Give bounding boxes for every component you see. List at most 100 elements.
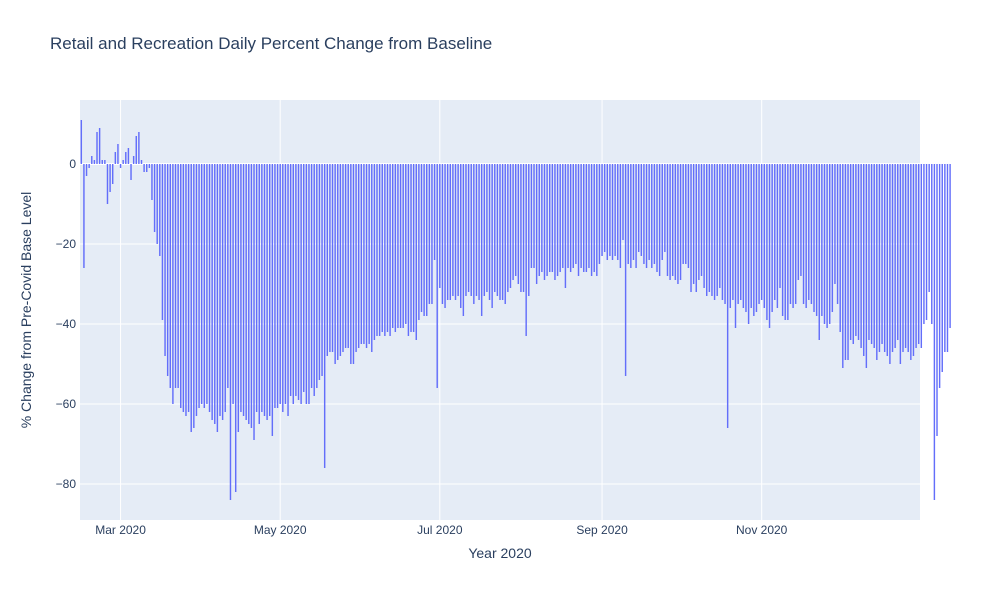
bar	[737, 164, 739, 304]
bar	[530, 164, 533, 268]
bar	[619, 164, 622, 268]
bar	[912, 164, 915, 356]
bar	[303, 164, 305, 392]
bar	[525, 164, 527, 336]
bar	[876, 164, 878, 360]
bar	[373, 164, 376, 340]
bar	[713, 164, 716, 300]
bar	[295, 164, 297, 396]
bar	[849, 164, 852, 340]
bar	[282, 164, 284, 412]
bar	[344, 164, 347, 348]
bar	[439, 164, 441, 288]
bar	[847, 164, 849, 360]
bar	[708, 164, 711, 292]
bar	[823, 164, 826, 324]
bar	[460, 164, 462, 308]
bar	[242, 164, 245, 416]
chart-title: Retail and Recreation Daily Percent Chan…	[50, 34, 493, 53]
bar	[407, 164, 410, 336]
bar	[792, 164, 794, 308]
bar	[449, 164, 451, 300]
bar	[240, 164, 242, 412]
bar	[745, 164, 747, 312]
bar	[250, 164, 253, 428]
bar	[784, 164, 786, 320]
bar	[227, 164, 229, 388]
bar	[640, 164, 643, 256]
bar	[703, 164, 705, 288]
bar	[132, 156, 135, 164]
bar	[533, 164, 535, 268]
x-tick-label: Sep 2020	[576, 523, 628, 537]
bar	[852, 164, 854, 344]
bar	[321, 164, 323, 376]
bar	[266, 164, 268, 420]
bar	[287, 164, 289, 416]
bar	[606, 164, 609, 260]
bar	[378, 164, 381, 336]
x-tick-label: Jul 2020	[417, 523, 463, 537]
bar	[405, 164, 407, 324]
bar	[480, 164, 483, 316]
bar	[444, 164, 446, 308]
x-axis-title: Year 2020	[468, 545, 532, 561]
x-tick-label: May 2020	[254, 523, 307, 537]
bar	[125, 152, 127, 164]
bar	[200, 164, 203, 404]
bar	[229, 164, 232, 500]
bar	[821, 164, 823, 316]
bar	[857, 164, 860, 340]
bar	[624, 164, 627, 376]
bar	[800, 164, 802, 276]
bar	[182, 164, 185, 412]
bar	[949, 164, 951, 328]
y-tick-label: −40	[56, 317, 77, 331]
x-tick-label: Nov 2020	[736, 523, 788, 537]
bar	[454, 164, 457, 300]
bar	[834, 164, 836, 284]
bar	[601, 164, 603, 256]
bar	[391, 164, 394, 328]
bar	[564, 164, 567, 288]
bar	[802, 164, 805, 304]
bar	[297, 164, 300, 400]
bar	[910, 164, 912, 360]
bar	[716, 164, 718, 296]
bar	[248, 164, 250, 424]
bar	[760, 164, 763, 300]
bar	[915, 164, 917, 348]
bar	[164, 164, 166, 356]
bar	[698, 164, 700, 280]
bar	[766, 164, 768, 320]
bar	[98, 128, 101, 164]
bar	[700, 164, 703, 276]
bar	[839, 164, 841, 332]
bar	[381, 164, 383, 332]
bar	[347, 164, 349, 348]
bar	[818, 164, 820, 340]
bar	[376, 164, 378, 336]
bar	[611, 164, 614, 260]
bar	[590, 164, 593, 276]
bar	[928, 164, 930, 292]
bar	[389, 164, 391, 336]
bar	[549, 164, 551, 272]
bar	[117, 144, 119, 164]
bar	[522, 164, 525, 292]
bar	[433, 164, 436, 260]
bar	[787, 164, 789, 320]
bar	[198, 164, 200, 408]
bar-series	[80, 120, 951, 500]
bar	[342, 164, 344, 352]
bar	[941, 164, 943, 372]
bar	[475, 164, 478, 296]
bar	[682, 164, 684, 264]
bar	[836, 164, 839, 304]
bar	[598, 164, 601, 264]
bar	[161, 164, 164, 320]
bar	[679, 164, 682, 280]
bar	[496, 164, 499, 296]
bar	[365, 164, 368, 348]
bar	[580, 164, 582, 268]
